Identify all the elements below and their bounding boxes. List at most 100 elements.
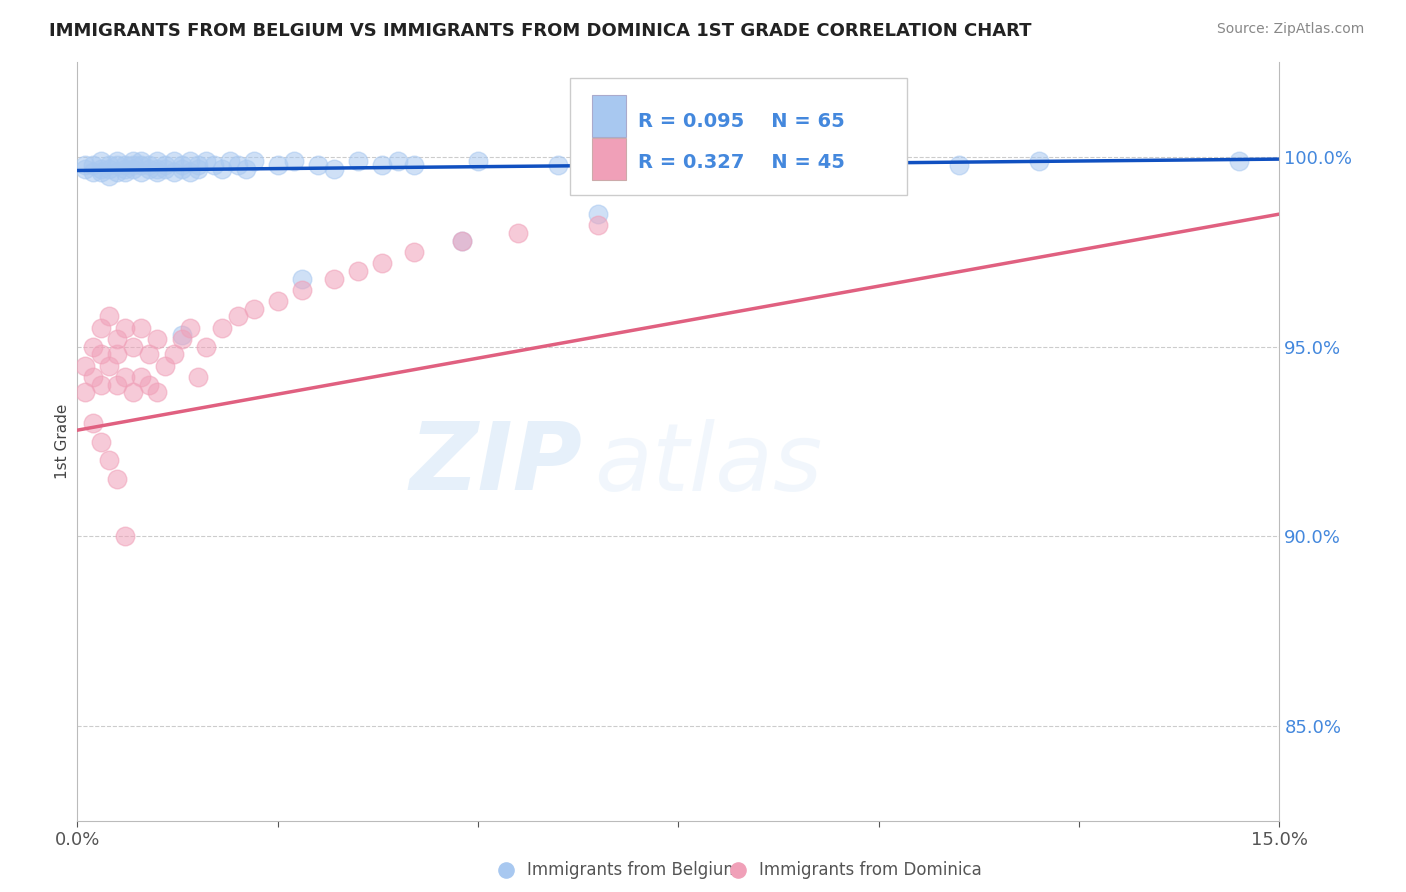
Point xyxy=(138,347,160,361)
Point xyxy=(82,158,104,172)
Text: R = 0.327    N = 45: R = 0.327 N = 45 xyxy=(637,153,845,172)
Point xyxy=(322,271,344,285)
Point xyxy=(451,234,474,248)
Point xyxy=(122,158,145,172)
Point xyxy=(107,377,129,392)
Point xyxy=(226,158,249,172)
Point xyxy=(98,453,121,467)
Point xyxy=(155,158,177,172)
Point xyxy=(211,161,233,176)
Text: Immigrants from Dominica: Immigrants from Dominica xyxy=(759,861,981,879)
Point xyxy=(90,434,112,449)
Point xyxy=(347,153,370,168)
Point xyxy=(155,161,177,176)
Point xyxy=(371,158,394,172)
Point xyxy=(131,320,153,334)
Point xyxy=(75,359,97,373)
Y-axis label: 1st Grade: 1st Grade xyxy=(55,404,70,479)
Point xyxy=(170,161,193,176)
Point xyxy=(146,161,169,176)
Point xyxy=(211,320,233,334)
Point xyxy=(114,320,136,334)
Point xyxy=(627,153,650,168)
FancyBboxPatch shape xyxy=(571,78,907,195)
Point xyxy=(82,370,104,384)
Point xyxy=(179,165,201,179)
Point xyxy=(155,359,177,373)
Point xyxy=(194,153,217,168)
Point xyxy=(291,271,314,285)
Point xyxy=(162,165,184,179)
Point xyxy=(291,283,314,297)
Point xyxy=(107,153,129,168)
Point xyxy=(90,377,112,392)
Point xyxy=(98,161,121,176)
Point xyxy=(138,377,160,392)
Point xyxy=(186,370,209,384)
Point xyxy=(90,347,112,361)
Point xyxy=(218,153,240,168)
Point xyxy=(1229,153,1251,168)
Point xyxy=(267,158,290,172)
Point xyxy=(707,158,730,172)
Point xyxy=(347,264,370,278)
Text: atlas: atlas xyxy=(595,418,823,510)
Point xyxy=(75,385,97,400)
Text: ZIP: ZIP xyxy=(409,418,582,510)
Point xyxy=(114,161,136,176)
Point xyxy=(588,207,610,221)
Point xyxy=(114,158,136,172)
Text: Immigrants from Belgium: Immigrants from Belgium xyxy=(527,861,740,879)
Point xyxy=(107,158,129,172)
Point xyxy=(242,301,264,316)
Point xyxy=(98,158,121,172)
Point xyxy=(131,370,153,384)
Point xyxy=(131,158,153,172)
Point xyxy=(371,256,394,270)
Point xyxy=(122,153,145,168)
Bar xyxy=(592,95,626,136)
Point xyxy=(948,158,970,172)
Text: Source: ZipAtlas.com: Source: ZipAtlas.com xyxy=(1216,22,1364,37)
Point xyxy=(162,347,184,361)
Point xyxy=(98,169,121,183)
Point xyxy=(98,310,121,324)
Point xyxy=(131,165,153,179)
Point xyxy=(90,153,112,168)
Point xyxy=(138,158,160,172)
Point xyxy=(186,158,209,172)
Point xyxy=(146,153,169,168)
Point xyxy=(547,158,569,172)
Point xyxy=(122,385,145,400)
Point xyxy=(107,472,129,486)
Point xyxy=(82,165,104,179)
Point xyxy=(402,244,425,259)
Point xyxy=(107,165,129,179)
Point xyxy=(186,161,209,176)
Point xyxy=(98,359,121,373)
Point xyxy=(451,234,474,248)
Point xyxy=(235,161,257,176)
Point xyxy=(267,294,290,309)
Point xyxy=(387,153,409,168)
Point xyxy=(242,153,264,168)
Point xyxy=(114,370,136,384)
Point xyxy=(75,158,97,172)
Point xyxy=(170,332,193,346)
Point xyxy=(402,158,425,172)
Point xyxy=(322,161,344,176)
Point xyxy=(107,332,129,346)
Point xyxy=(75,161,97,176)
Point xyxy=(138,161,160,176)
Point xyxy=(82,340,104,354)
Point xyxy=(588,219,610,233)
Point xyxy=(283,153,305,168)
Point xyxy=(170,158,193,172)
Point xyxy=(82,416,104,430)
Point xyxy=(90,165,112,179)
Point xyxy=(508,226,530,240)
Point xyxy=(202,158,225,172)
Text: IMMIGRANTS FROM BELGIUM VS IMMIGRANTS FROM DOMINICA 1ST GRADE CORRELATION CHART: IMMIGRANTS FROM BELGIUM VS IMMIGRANTS FR… xyxy=(49,22,1032,40)
Point xyxy=(114,529,136,543)
Point xyxy=(107,347,129,361)
